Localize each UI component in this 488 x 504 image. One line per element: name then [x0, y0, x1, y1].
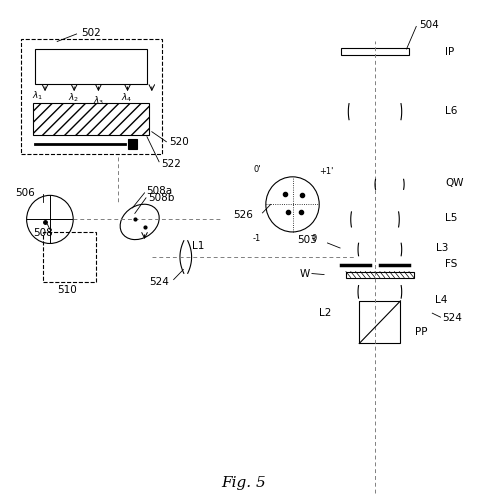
Text: 522: 522 — [162, 159, 182, 169]
Text: $\lambda_3$: $\lambda_3$ — [93, 95, 104, 107]
Text: Fig. 5: Fig. 5 — [222, 476, 266, 489]
Bar — [35, 49, 147, 84]
Text: L6: L6 — [446, 106, 458, 115]
Text: 524: 524 — [442, 313, 462, 323]
Text: 506: 506 — [16, 188, 35, 198]
Text: W: W — [299, 269, 309, 279]
Bar — [33, 103, 149, 136]
Text: -1: -1 — [253, 234, 261, 243]
Text: PP: PP — [415, 327, 427, 337]
Text: IP: IP — [446, 46, 455, 56]
Bar — [341, 48, 409, 55]
Text: 508b: 508b — [148, 194, 174, 204]
Text: FS: FS — [446, 259, 458, 269]
Bar — [346, 272, 414, 278]
Bar — [42, 232, 96, 282]
Text: L2: L2 — [319, 308, 331, 318]
Text: L1: L1 — [192, 241, 204, 251]
Bar — [359, 301, 401, 343]
Text: $\lambda_1$: $\lambda_1$ — [32, 89, 43, 102]
Text: 508: 508 — [33, 228, 53, 238]
Text: 524: 524 — [149, 277, 169, 287]
Text: L3: L3 — [436, 243, 448, 253]
Text: +1': +1' — [319, 167, 334, 176]
Text: $\lambda_2$: $\lambda_2$ — [68, 92, 79, 104]
Bar — [21, 39, 162, 154]
Text: 520: 520 — [169, 137, 188, 147]
Text: QW: QW — [446, 178, 464, 188]
Text: 504: 504 — [420, 20, 439, 30]
Text: L4: L4 — [435, 295, 447, 304]
Text: L5: L5 — [446, 213, 458, 223]
Text: 508a: 508a — [146, 186, 172, 196]
Bar — [127, 139, 137, 149]
Text: 526: 526 — [233, 210, 253, 220]
Text: 502: 502 — [81, 28, 101, 38]
Text: 0': 0' — [253, 165, 261, 174]
Text: 503: 503 — [297, 235, 317, 245]
Text: 510: 510 — [57, 285, 77, 295]
Bar — [359, 301, 401, 343]
Text: $\lambda_4$: $\lambda_4$ — [121, 92, 132, 104]
Text: 0: 0 — [312, 234, 317, 243]
